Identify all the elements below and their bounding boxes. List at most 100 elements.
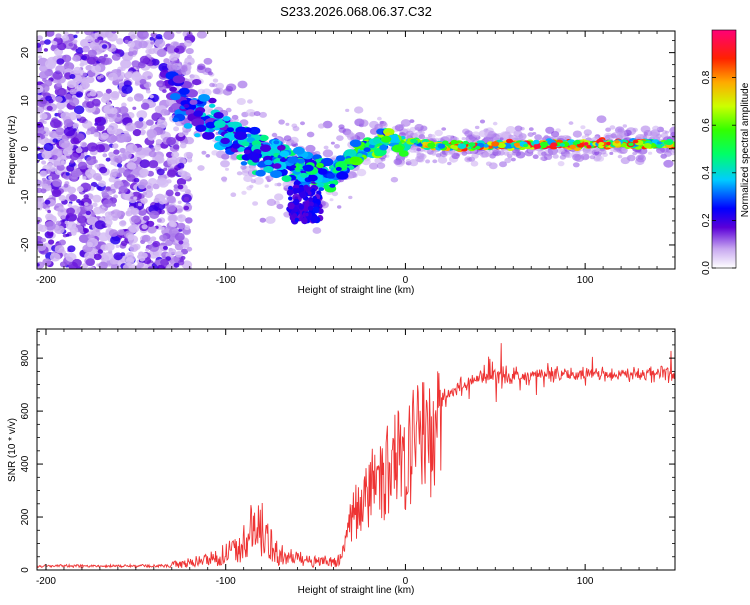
heatmap-blob bbox=[145, 248, 149, 252]
heatmap-blob bbox=[368, 144, 375, 149]
heatmap-blob bbox=[65, 233, 70, 237]
heatmap-blob bbox=[92, 202, 98, 208]
heatmap-blob bbox=[617, 154, 623, 159]
heatmap-blob bbox=[82, 142, 87, 147]
heatmap-blob bbox=[151, 58, 160, 66]
heatmap-blob bbox=[181, 130, 189, 136]
heatmap-blob bbox=[97, 186, 102, 191]
heatmap-blob bbox=[167, 214, 178, 223]
heatmap-blob bbox=[46, 105, 53, 111]
heatmap-blob bbox=[121, 84, 133, 95]
heatmap-blob bbox=[293, 198, 300, 206]
heatmap-blob bbox=[61, 215, 66, 220]
heatmap-blob bbox=[598, 142, 605, 146]
heatmap-blob bbox=[431, 151, 437, 156]
heatmap-blob bbox=[285, 122, 290, 126]
heatmap-blob bbox=[347, 133, 357, 141]
heatmap-blob bbox=[69, 88, 77, 95]
heatmap-blob bbox=[497, 142, 506, 149]
heatmap-blob bbox=[162, 89, 167, 93]
heatmap-blob bbox=[205, 154, 211, 158]
heatmap-blob bbox=[312, 206, 320, 214]
heatmap-blob bbox=[119, 147, 126, 154]
heatmap-blob bbox=[76, 199, 81, 203]
heatmap-blob bbox=[359, 119, 369, 127]
heatmap-blob bbox=[76, 92, 81, 97]
heatmap-blob bbox=[104, 242, 115, 252]
heatmap-blob bbox=[586, 144, 592, 149]
heatmap-blob bbox=[533, 139, 540, 145]
heatmap-blob bbox=[140, 197, 148, 204]
heatmap-blob bbox=[127, 40, 136, 48]
heatmap-blob bbox=[43, 48, 49, 52]
heatmap-blob bbox=[64, 93, 72, 100]
heatmap-blob bbox=[89, 41, 99, 50]
heatmap-blob bbox=[486, 133, 492, 138]
heatmap-blob bbox=[65, 221, 77, 230]
heatmap-blob bbox=[63, 127, 75, 137]
spectrogram-blobs bbox=[37, 31, 675, 269]
heatmap-blob bbox=[73, 66, 82, 74]
heatmap-blob bbox=[239, 119, 249, 126]
heatmap-blob bbox=[179, 258, 185, 263]
heatmap-blob bbox=[125, 71, 133, 79]
heatmap-blob bbox=[274, 183, 279, 187]
heatmap-blob bbox=[103, 54, 108, 58]
heatmap-blob bbox=[172, 117, 180, 123]
heatmap-blob bbox=[158, 198, 167, 205]
heatmap-blob bbox=[518, 134, 524, 139]
heatmap-blob bbox=[68, 194, 78, 202]
heatmap-blob bbox=[550, 142, 558, 148]
heatmap-blob bbox=[226, 127, 234, 133]
heatmap-blob bbox=[390, 176, 399, 183]
heatmap-blob bbox=[479, 119, 486, 124]
heatmap-blob bbox=[133, 177, 140, 183]
heatmap-blob bbox=[55, 207, 61, 212]
heatmap-blob bbox=[670, 131, 675, 137]
heatmap-blob bbox=[559, 154, 567, 160]
heatmap-blob bbox=[103, 104, 115, 114]
heatmap-blob bbox=[334, 144, 340, 149]
heatmap-blob bbox=[75, 31, 80, 34]
heatmap-blob bbox=[118, 106, 129, 115]
heatmap-blob bbox=[283, 135, 292, 142]
heatmap-blob bbox=[197, 63, 206, 70]
heatmap-blob bbox=[294, 217, 299, 223]
heatmap-blob bbox=[37, 263, 40, 267]
heatmap-blob bbox=[93, 253, 102, 261]
heatmap-blob bbox=[102, 153, 108, 158]
heatmap-blob bbox=[139, 78, 147, 85]
heatmap-blob bbox=[605, 141, 612, 146]
heatmap-blob bbox=[352, 173, 358, 178]
heatmap-blob bbox=[101, 190, 108, 196]
heatmap-blob bbox=[643, 143, 652, 149]
heatmap-blob bbox=[248, 126, 261, 135]
heatmap-blob bbox=[183, 39, 193, 47]
heatmap-blob bbox=[158, 62, 170, 72]
heatmap-blob bbox=[292, 213, 298, 218]
heatmap-blob bbox=[154, 259, 161, 265]
heatmap-blob bbox=[308, 201, 314, 207]
heatmap-blob bbox=[425, 159, 431, 164]
heatmap-blob bbox=[300, 121, 305, 126]
heatmap-blob bbox=[168, 248, 177, 255]
heatmap-blob bbox=[169, 86, 178, 92]
heatmap-blob bbox=[70, 174, 78, 182]
heatmap-blob bbox=[38, 71, 49, 80]
heatmap-blob bbox=[127, 96, 134, 102]
snr-y-tick-label: 0 bbox=[20, 567, 31, 573]
heatmap-blob bbox=[572, 130, 583, 138]
heatmap-blob bbox=[197, 165, 205, 171]
heatmap-blob bbox=[177, 200, 182, 204]
heatmap-blob bbox=[183, 123, 193, 129]
heatmap-blob bbox=[580, 153, 590, 161]
heatmap-blob bbox=[98, 261, 108, 269]
heatmap-blob bbox=[129, 244, 139, 253]
heatmap-blob bbox=[569, 144, 576, 149]
heatmap-blob bbox=[106, 126, 118, 135]
heatmap-blob bbox=[253, 111, 261, 117]
heatmap-blob bbox=[67, 245, 76, 253]
heatmap-blob bbox=[287, 156, 299, 164]
heatmap-blob bbox=[195, 124, 207, 132]
heatmap-blob bbox=[125, 122, 137, 132]
